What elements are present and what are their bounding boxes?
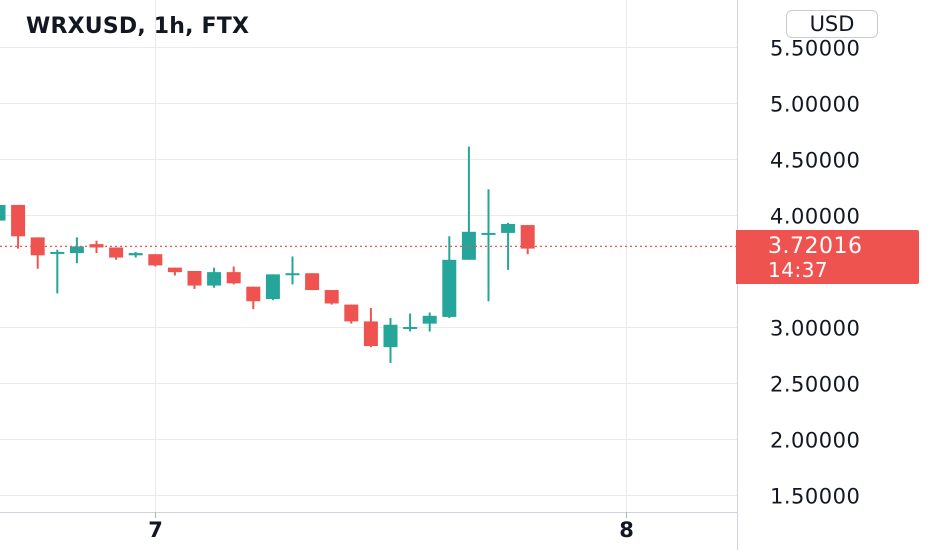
candle-body: [403, 327, 418, 329]
candle[interactable]: [207, 267, 222, 288]
candle-body: [246, 286, 261, 302]
candle[interactable]: [128, 251, 143, 258]
candle[interactable]: [324, 290, 339, 305]
candle-body: [265, 274, 280, 299]
candle[interactable]: [226, 266, 241, 285]
candle-body: [128, 253, 143, 256]
price-axis-labels[interactable]: 5.50000 5.00000 4.50000 4.00000 3.00000 2.500…: [770, 37, 860, 509]
bar-countdown: 14:37: [768, 258, 829, 282]
candle[interactable]: [0, 204, 6, 232]
price-axis-tick-label: 4.50000: [770, 149, 860, 173]
candle-body: [0, 204, 6, 221]
candle[interactable]: [305, 273, 320, 291]
candle-body: [422, 315, 437, 324]
candle-body: [11, 204, 26, 237]
time-axis-tick-label: 8: [619, 518, 634, 542]
candle[interactable]: [265, 274, 280, 301]
candle-body: [305, 273, 320, 291]
price-axis-tick-label: 5.00000: [770, 93, 860, 117]
candle[interactable]: [109, 247, 124, 260]
candle-body: [383, 324, 398, 348]
price-axis-tick-label: 2.00000: [770, 429, 860, 453]
candle[interactable]: [148, 254, 163, 267]
chart-title: WRXUSD, 1h, FTX: [26, 14, 250, 39]
candle[interactable]: [167, 267, 182, 276]
price-axis-tick-label: 2.50000: [770, 373, 860, 397]
candle[interactable]: [422, 312, 437, 332]
price-axis-tick-label: 3.00000: [770, 317, 860, 341]
candle[interactable]: [442, 236, 457, 319]
currency-button[interactable]: USD: [786, 10, 878, 38]
last-price-value: 3.72016: [768, 234, 863, 259]
candle-body: [148, 254, 163, 266]
candle-body: [501, 223, 516, 233]
candle-body: [442, 259, 457, 317]
price-axis-tick-label: 1.50000: [770, 485, 860, 509]
candle-body: [109, 247, 124, 258]
candle[interactable]: [50, 249, 65, 294]
candle[interactable]: [285, 256, 300, 285]
candle-body: [461, 231, 476, 260]
candle-body: [167, 267, 182, 273]
candle[interactable]: [403, 313, 418, 332]
price-axis-tick-label: 4.00000: [770, 205, 860, 229]
candle-body: [69, 246, 84, 254]
candle-body: [50, 251, 65, 254]
candle-body: [324, 290, 339, 304]
candle[interactable]: [30, 237, 45, 269]
candle[interactable]: [69, 237, 84, 264]
candle[interactable]: [461, 146, 476, 260]
candle[interactable]: [363, 307, 378, 348]
candle-body: [207, 272, 222, 286]
candle-body: [285, 273, 300, 276]
last-price-label: 3.72016 14:37: [736, 230, 919, 284]
candle-body: [226, 272, 241, 284]
candle[interactable]: [344, 304, 359, 324]
candle-body: [30, 237, 45, 256]
candle-body: [363, 321, 378, 347]
candle[interactable]: [383, 318, 398, 363]
candle-body: [187, 271, 202, 286]
candle-body: [344, 304, 359, 322]
candle-body: [481, 232, 496, 235]
time-axis-tick-label: 7: [148, 518, 163, 542]
candle[interactable]: [11, 204, 26, 249]
candle[interactable]: [481, 189, 496, 302]
candle[interactable]: [520, 225, 535, 255]
candle[interactable]: [187, 271, 202, 289]
price-axis-tick-label: 5.50000: [770, 37, 860, 61]
candle[interactable]: [246, 286, 261, 310]
candle-body: [520, 225, 535, 249]
candle[interactable]: [501, 222, 516, 270]
candles: [0, 146, 535, 363]
